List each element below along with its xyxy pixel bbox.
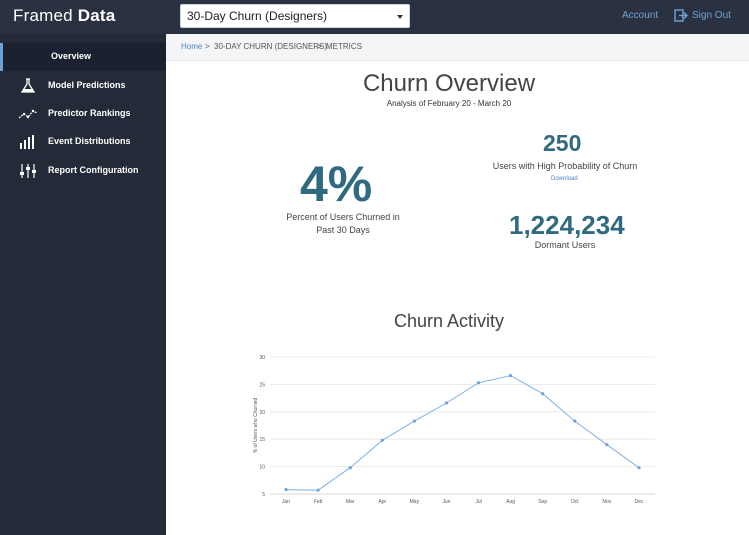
data-point: [509, 374, 513, 378]
data-point: [380, 438, 384, 442]
sidebar-item-label: Event Distributions: [48, 136, 131, 146]
page-title: Churn Overview: [362, 70, 536, 97]
sidebar-item-label: Report Configuration: [48, 165, 139, 175]
dormant-users-caption: Dormant Users: [534, 240, 596, 250]
download-link[interactable]: Download: [551, 176, 578, 182]
y-axis-label: % of Users who Churned: [253, 397, 259, 453]
churn-percent-value: 4%: [300, 156, 373, 212]
logo[interactable]: Framed Data: [13, 6, 115, 26]
data-point: [605, 443, 609, 447]
data-point: [573, 419, 577, 423]
y-tick-label: 25: [259, 382, 265, 388]
sidebar-item-overview[interactable]: Overview: [0, 43, 166, 71]
sidebar-item-label: Overview: [51, 51, 92, 61]
churn-percent-caption: Percent of Users Churned in Past 30 Days: [286, 212, 400, 235]
data-point: [412, 419, 416, 423]
data-point: [476, 381, 481, 385]
x-tick-label: Feb: [314, 499, 323, 505]
x-tick-label: Dec: [635, 499, 644, 505]
x-tick-label: Nov: [602, 499, 611, 505]
series-line: [285, 375, 640, 491]
sidebar: Overview Model Predictions Predictor Ran…: [0, 34, 166, 535]
breadcrumb-home[interactable]: Home: [181, 42, 203, 51]
top-bar: Framed Data 30-Day Churn (Designers) Acco…: [0, 0, 749, 34]
trend-line-icon: [18, 109, 38, 119]
bar-chart-icon: [20, 135, 34, 149]
data-point: [444, 401, 449, 405]
x-tick-label: Aug: [506, 499, 515, 505]
x-tick-label: Jul: [475, 499, 481, 505]
breadcrumb-report[interactable]: 30-DAY CHURN (DESIGNERS): [214, 42, 328, 51]
x-tick-label: Jan: [282, 499, 290, 505]
breadcrumb: Home > 30-DAY CHURN (DESIGNERS) > METRIC…: [166, 34, 749, 61]
x-tick-label: Mar: [346, 499, 355, 505]
x-tick-label: Sep: [538, 499, 547, 505]
x-tick-label: Oct: [571, 499, 579, 505]
report-select-value: 30-Day Churn (Designers): [187, 9, 328, 23]
y-tick-label: 10: [259, 465, 265, 471]
logo-bold-text: Data: [77, 6, 116, 25]
account-link[interactable]: Account: [622, 10, 659, 21]
sign-out-icon[interactable]: [674, 9, 688, 22]
x-tick-label: Apr: [378, 499, 386, 505]
sidebar-item-label: Model Predictions: [48, 80, 126, 90]
breadcrumb-current: METRICS: [326, 42, 362, 51]
flask-icon: [20, 78, 36, 93]
data-point: [316, 488, 320, 492]
high-probability-count: 250: [543, 130, 582, 156]
sidebar-item-model-predictions[interactable]: Model Predictions: [0, 72, 166, 100]
y-tick-label: 15: [259, 437, 265, 443]
logo-light-text: Framed: [13, 6, 73, 25]
sliders-icon: [20, 164, 36, 178]
data-point: [637, 466, 641, 470]
data-point: [348, 466, 352, 470]
activity-title: Churn Activity: [393, 311, 505, 331]
sidebar-item-predictor-rankings[interactable]: Predictor Rankings: [0, 100, 166, 128]
x-tick-label: May: [410, 499, 420, 505]
page-subtitle: Analysis of February 20 - March 20: [386, 99, 512, 108]
churn-activity-chart: 5 10 15 20 25 30 % of Users who Churned Jan Feb M…: [253, 355, 655, 505]
sidebar-item-report-configuration[interactable]: Report Configuration: [0, 157, 166, 185]
y-tick-label: 5: [262, 492, 265, 498]
report-select[interactable]: 30-Day Churn (Designers): [180, 4, 410, 28]
data-point: [284, 488, 288, 492]
chevron-down-icon: [397, 15, 403, 19]
breadcrumb-separator: >: [317, 42, 322, 51]
sign-out-link[interactable]: Sign Out: [692, 10, 731, 21]
y-tick-label: 30: [259, 355, 265, 361]
sidebar-item-label: Predictor Rankings: [48, 108, 131, 118]
sidebar-item-event-distributions[interactable]: Event Distributions: [0, 128, 166, 156]
dormant-users-count: 1,224,234: [509, 210, 625, 240]
data-point: [541, 392, 545, 396]
high-probability-caption: Users with High Probability of Churn: [492, 161, 638, 171]
y-tick-label: 20: [259, 410, 265, 416]
x-tick-label: Jun: [442, 499, 450, 505]
breadcrumb-separator: >: [205, 42, 210, 51]
